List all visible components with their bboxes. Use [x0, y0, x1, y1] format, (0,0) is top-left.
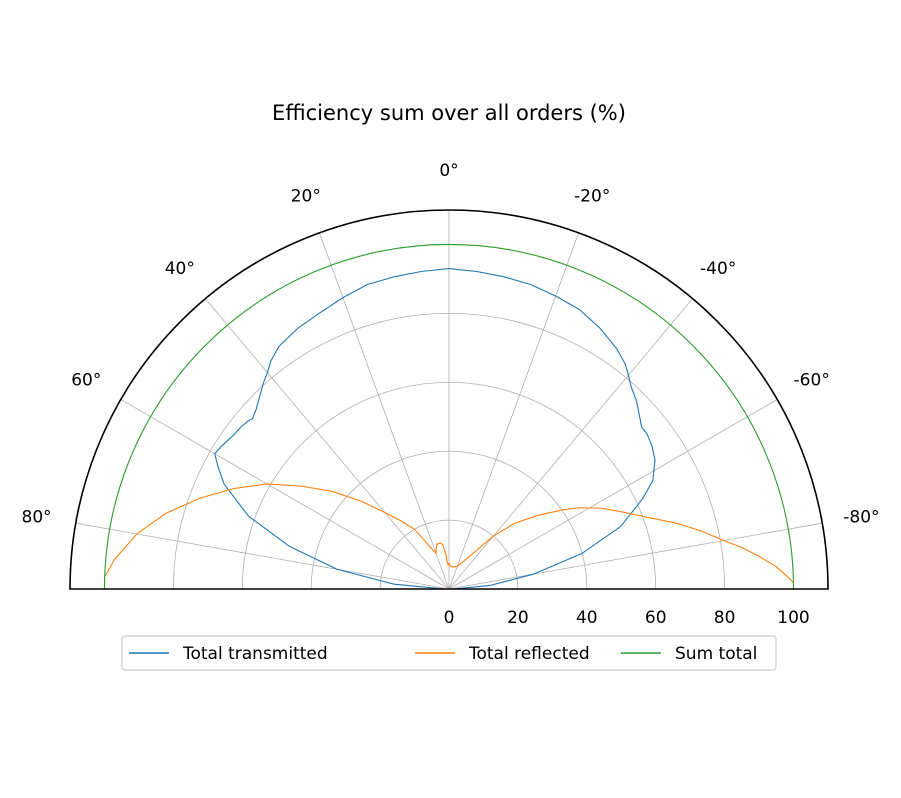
theta-grid-spoke [448, 298, 693, 590]
r-tick-label: 100 [777, 608, 809, 628]
theta-grid-spoke [120, 399, 450, 590]
theta-tick-label: 40° [165, 259, 195, 279]
theta-grid-spoke [205, 298, 450, 590]
theta-tick-label: 0° [439, 161, 458, 181]
theta-tick-label: 60° [71, 371, 101, 391]
theta-grid-spoke [318, 232, 450, 590]
legend: Total transmitted Total reflected Sum tota… [121, 635, 777, 671]
theta-grid-spoke [448, 232, 580, 590]
theta-tick-label: -60° [794, 371, 830, 391]
r-tick-label: 0 [444, 608, 455, 628]
polar-frame [69, 209, 829, 590]
series-layer [103, 243, 795, 590]
ticks-layer: 80° 60° 40° 20° 0° -20° -40° -60° -80° 0 20 40 60 80 1… [22, 161, 880, 628]
series-line-2 [103, 243, 795, 590]
theta-tick-label: 20° [291, 187, 321, 207]
theta-tick-label: -80° [843, 507, 879, 527]
chart-title: Efficiency sum over all orders (%) [272, 101, 626, 125]
frame-layer [69, 209, 829, 590]
legend-label: Sum total [675, 644, 757, 664]
theta-tick-label: -40° [700, 259, 736, 279]
theta-tick-label: -20° [574, 187, 610, 207]
r-tick-label: 40 [576, 608, 598, 628]
series-line-1 [103, 483, 794, 584]
series-line-0 [214, 268, 656, 590]
legend-label: Total reflected [468, 644, 590, 664]
theta-grid-spoke [75, 522, 450, 590]
theta-tick-label: 80° [22, 507, 52, 527]
theta-grid-spoke [448, 522, 823, 590]
legend-label: Total transmitted [182, 644, 328, 664]
r-tick-label: 20 [507, 608, 529, 628]
r-tick-label: 60 [645, 608, 667, 628]
theta-grid-spoke [448, 399, 778, 590]
r-tick-label: 80 [714, 608, 736, 628]
